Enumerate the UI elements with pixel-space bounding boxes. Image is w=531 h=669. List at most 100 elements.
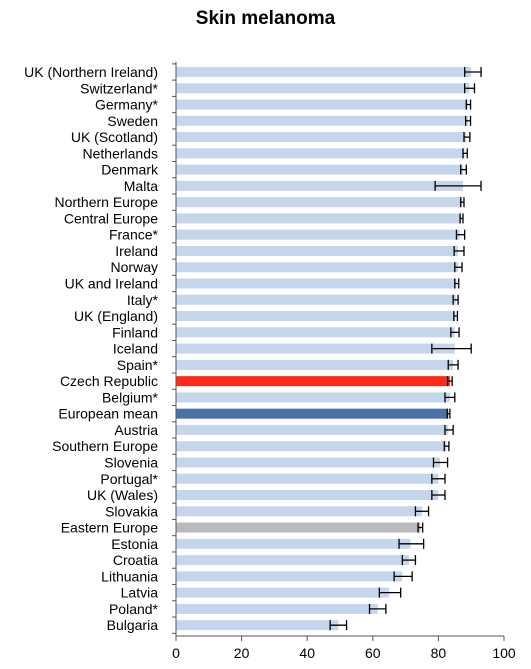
bar [176, 457, 441, 468]
x-tick-label: 0 [172, 645, 180, 661]
error-bar [454, 278, 460, 289]
error-bar [454, 262, 463, 273]
x-tick-label: 60 [365, 645, 381, 661]
category-label: Malta [124, 178, 158, 194]
error-bar [444, 392, 456, 403]
bar [176, 587, 390, 598]
x-tick-label: 40 [299, 645, 315, 661]
category-label: Czech Republic [60, 373, 158, 389]
category-label: Belgium* [102, 389, 159, 405]
bar [176, 164, 463, 175]
category-label: Spain* [117, 357, 159, 373]
error-bar [460, 197, 465, 208]
category-label: European mean [58, 406, 158, 422]
error-bar [463, 67, 482, 77]
bar [176, 490, 439, 501]
error-bar [431, 490, 446, 501]
error-bar [378, 587, 402, 598]
error-bar [401, 555, 417, 566]
bar [176, 506, 422, 517]
error-bar [447, 359, 459, 370]
category-label: UK and Ireland [65, 276, 158, 292]
category-label: UK (England) [74, 308, 158, 324]
bar [176, 99, 468, 110]
bar [176, 229, 460, 240]
error-bars-layer [329, 67, 482, 631]
category-label: Portugal* [100, 471, 158, 487]
bar [176, 180, 463, 191]
category-label: Netherlands [83, 145, 159, 161]
error-bar [329, 620, 348, 631]
bar [176, 359, 454, 370]
bar [176, 132, 467, 143]
category-label: UK (Scotland) [71, 129, 158, 145]
category-label: Norway [111, 259, 158, 275]
error-bar [432, 457, 449, 468]
bar [176, 408, 449, 419]
category-label: Germany* [95, 97, 159, 113]
error-bar [398, 538, 425, 549]
bar [176, 473, 439, 484]
x-axis: 0 20 40 60 80 100 [172, 61, 516, 661]
error-bar [434, 180, 482, 191]
category-label: Estonia [111, 536, 158, 552]
error-bar [453, 245, 465, 256]
bar [176, 278, 457, 289]
error-bar [455, 229, 466, 240]
category-label: Iceland [113, 341, 158, 357]
bar [176, 115, 468, 126]
category-label: Bulgaria [107, 617, 159, 633]
category-label: Finland [112, 324, 158, 340]
category-label: Austria [114, 422, 158, 438]
category-label: Southern Europe [52, 438, 158, 454]
category-label: Slovakia [105, 503, 158, 519]
error-bar [463, 132, 471, 143]
category-labels-layer: UK (Northern Ireland)Switzerland*Germany… [24, 64, 159, 633]
category-label: Lithuania [101, 568, 158, 584]
error-bar [460, 164, 467, 175]
category-label: Denmark [101, 162, 159, 178]
error-bar [417, 522, 424, 533]
category-label: Central Europe [64, 210, 158, 226]
chart-title: Skin melanoma [195, 8, 336, 29]
bar [176, 327, 455, 338]
bar [176, 67, 472, 77]
error-bar [446, 376, 453, 387]
error-bar [463, 83, 476, 94]
bar [176, 213, 462, 224]
error-bar [446, 408, 451, 419]
error-bar [462, 148, 468, 159]
category-label: Slovenia [104, 454, 158, 470]
category-label: France* [109, 227, 159, 243]
bar [176, 83, 470, 94]
bars-layer [176, 67, 472, 631]
category-label: UK (Northern Ireland) [24, 64, 158, 80]
bar [176, 343, 455, 354]
category-label: Switzerland* [80, 80, 158, 96]
bar [176, 522, 421, 533]
error-bar [443, 441, 450, 452]
error-bar [368, 603, 387, 614]
bar [176, 620, 339, 631]
category-label: UK (Wales) [87, 487, 158, 503]
bar [176, 311, 456, 322]
bar [176, 148, 465, 159]
error-bar [453, 311, 459, 322]
error-bar [444, 424, 454, 435]
category-label: Sweden [107, 113, 158, 129]
category-label: Northern Europe [54, 194, 158, 210]
error-bar [431, 473, 446, 484]
bar [176, 603, 378, 614]
error-bar [450, 327, 460, 338]
category-label: Italy* [127, 292, 159, 308]
error-bar [393, 571, 413, 582]
bar [176, 392, 450, 403]
error-bar [431, 343, 472, 354]
x-tick-label: 100 [492, 645, 516, 661]
bar [176, 441, 447, 452]
bar [176, 571, 403, 582]
error-bar [452, 294, 459, 305]
x-tick-label: 80 [431, 645, 447, 661]
error-bar [459, 213, 464, 224]
